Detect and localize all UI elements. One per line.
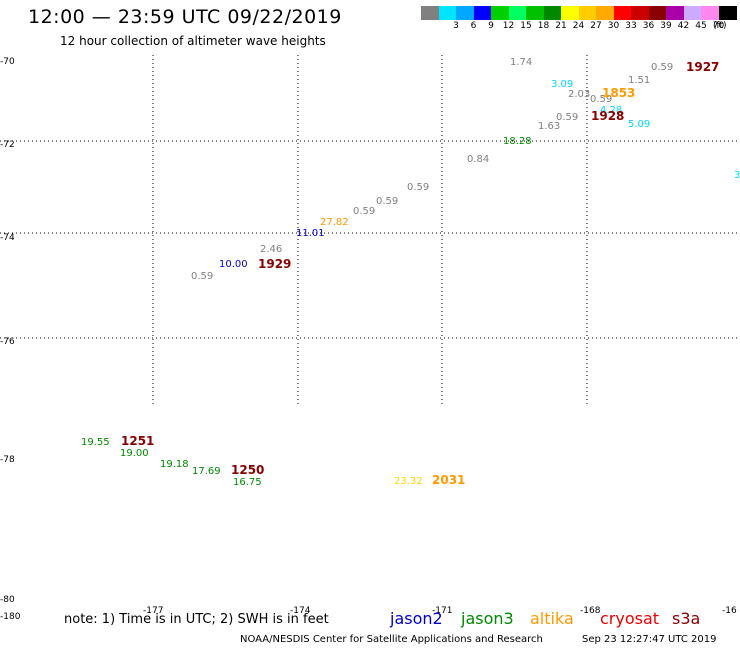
wave-height-label: 0.59 [407,182,430,193]
legend-swatch [526,6,544,20]
legend-swatch [648,6,667,20]
legend-value: 15 [520,21,532,31]
legend-value: 45 [695,21,707,31]
legend-swatch [438,6,457,20]
legend-value: 30 [607,21,620,31]
legend-swatch [456,6,474,20]
legend-value: 12 [502,21,515,31]
pass-time-label: 1251 [121,434,155,448]
legend-value: 6 [470,21,477,31]
longitude-label: -174 [290,606,311,616]
legend-value: 21 [555,21,567,31]
legend-value: 18 [537,21,550,31]
pass-time-label: 1928 [591,109,625,123]
legend-value: 36 [642,21,655,31]
generation-timestamp: Sep 23 12:27:47 UTC 2019 [582,634,717,645]
legend-value: 3 [453,21,459,31]
wave-height-label: 0.59 [191,271,214,282]
wave-height-label: 5.09 [628,119,651,130]
legend-swatch [701,6,719,20]
legend-swatch [666,6,684,20]
wave-height-label: 23.32 [394,476,423,487]
latitude-label: -74 [0,233,15,243]
wave-height-label: 3 [734,170,740,181]
wave-height-label: 0.59 [556,112,579,123]
wave-height-label: 10.00 [219,259,248,270]
legend-swatch [508,6,527,20]
wave-height-label: 0.59 [651,62,674,73]
wave-height-label: 27.82 [320,217,349,228]
legend-value: 42 [677,21,690,31]
satellite-jason2-label: jason2 [390,609,443,628]
wave-height-label: 2.03 [568,89,591,100]
satellite-s3a-label: s3a [672,609,701,628]
pass-time-label: 2031 [432,473,466,487]
longitude-label: -177 [143,606,164,616]
legend-swatch [421,6,439,20]
pass-time-label: 1250 [231,463,265,477]
map-title: 12:00 — 23:59 UTC 09/22/2019 [28,6,342,28]
satellite-altika-label: altika [530,609,574,628]
legend-swatch [561,6,579,20]
wave-height-label: 4.28 [600,105,623,116]
wave-height-label: 0.59 [376,196,399,207]
legend-swatch [473,6,492,20]
wave-height-label: 2.46 [260,244,283,255]
latitude-label: -76 [0,337,15,347]
legend-swatch [631,6,649,20]
wave-height-label: 1.74 [510,57,533,68]
pass-time-label: 1853 [602,86,636,100]
legend-swatch [613,6,632,20]
longitude-label: -16 [722,606,737,616]
latitude-label: -80 [0,595,15,605]
legend-swatch [596,6,614,20]
wave-height-label: 19.18 [160,459,189,470]
legend-value: 33 [625,21,637,31]
latitude-label: -180 [0,612,21,622]
wave-height-label: 0.84 [467,154,490,165]
legend-value: 27 [590,21,602,31]
legend-swatch [683,6,702,20]
wave-height-label: 1.51 [628,75,651,86]
wave-height-label: 1.63 [538,121,561,132]
legend-value: 39 [660,21,672,31]
graticule [0,55,740,405]
pass-time-label: 1929 [258,257,292,271]
latitude-label: -78 [0,455,15,465]
wave-height-label: 16.75 [233,477,262,488]
legend-value: 9 [488,21,494,31]
map-subtitle: 12 hour collection of altimeter wave hei… [60,34,326,48]
legend-unit: (ft) [713,21,727,31]
wave-height-label: 19.55 [81,437,110,448]
legend-swatch [543,6,562,20]
wave-height-label: 0.59 [590,94,613,105]
satellite-jason3-label: jason3 [461,609,514,628]
longitude-label: -168 [580,606,601,616]
credit-text: NOAA/NESDIS Center for Satellite Applica… [240,634,543,645]
wave-height-label: 0.59 [353,206,376,217]
longitude-label: -171 [432,606,453,616]
legend-swatch [491,6,509,20]
wave-height-label: 11.01 [296,228,325,239]
wave-height-label: 18.28 [503,136,532,147]
footer-note: note: 1) Time is in UTC; 2) SWH is in fe… [64,612,329,627]
satellite-cryosat-label: cryosat [600,609,660,628]
wave-height-label: 19.00 [120,448,149,459]
latitude-label: -70 [0,57,15,67]
legend-value: 24 [572,21,585,31]
legend-value: 70 [712,21,725,31]
wave-height-label: 17.69 [192,466,221,477]
wave-height-label: 3.09 [551,79,574,90]
legend-swatch [718,6,737,20]
pass-time-label: 1927 [686,60,720,74]
legend-swatch [578,6,597,20]
latitude-label: -72 [0,140,15,150]
